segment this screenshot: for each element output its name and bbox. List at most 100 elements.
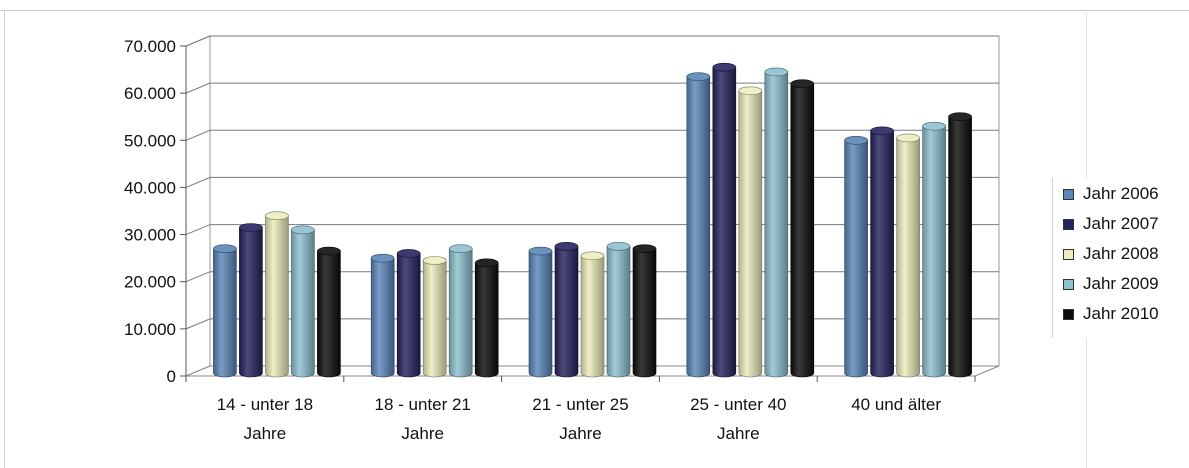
bar-top: [712, 62, 737, 72]
bar-body: [448, 248, 473, 378]
bar-body: [370, 257, 395, 378]
chart-frame-left-border: [4, 10, 5, 468]
bar: [213, 244, 237, 378]
bar-top: [606, 242, 631, 251]
bar: [764, 67, 789, 378]
bar-body: [580, 255, 605, 378]
bar-body: [422, 260, 447, 378]
bar-top: [738, 86, 763, 96]
legend-label: Jahr 2007: [1083, 214, 1159, 233]
bar-body: [213, 248, 237, 378]
bar-body: [528, 250, 553, 378]
bar-top: [239, 223, 263, 232]
bar-top: [844, 135, 868, 145]
bar-body: [870, 130, 894, 378]
bar: [632, 244, 657, 378]
bar-body: [265, 215, 289, 378]
legend-item: Jahr 2006: [1063, 184, 1159, 204]
bar-top: [474, 258, 499, 268]
legend-swatch: [1063, 308, 1074, 320]
bar-top: [632, 244, 657, 254]
bar-body: [922, 125, 946, 378]
y-tick-label: 10.000: [124, 320, 176, 339]
bar: [580, 251, 605, 378]
y-tick-label: 50.000: [124, 131, 176, 150]
x-category-label: Jahre: [717, 424, 760, 443]
bar-body: [554, 246, 579, 378]
bar: [291, 225, 315, 378]
bar: [554, 242, 579, 378]
bar: [844, 135, 868, 378]
bar: [528, 246, 553, 378]
bar-body: [764, 71, 789, 378]
legend-swatch: [1063, 188, 1074, 200]
bar-top: [422, 256, 447, 265]
bar-top: [896, 133, 920, 143]
y-axis: 0 10.000 20.000 30.000 40.000 50.000 60.000 70.…: [124, 37, 187, 386]
y-tick-label: 70.000: [124, 37, 176, 56]
y-tick-label: 30.000: [124, 226, 176, 245]
bar: [790, 79, 815, 378]
legend-item: Jahr 2007: [1063, 214, 1159, 234]
bar-top: [922, 121, 946, 131]
x-category-label: 40 und älter: [851, 395, 941, 414]
y-tick-label: 20.000: [124, 273, 176, 292]
bar-body: [896, 137, 920, 378]
bar-body: [291, 229, 315, 378]
bar-body: [738, 90, 763, 378]
bar-top: [291, 225, 315, 235]
side-wall: [185, 35, 211, 377]
y-tick-label: 60.000: [124, 84, 176, 103]
bar: [896, 133, 920, 378]
legend: Jahr 2006 Jahr 2007 Jahr 2008 Jahr 2009 Jahr…: [1052, 178, 1189, 338]
bar-chart: 0 10.000 20.000 30.000 40.000 50.000 60.000 70.…: [124, 35, 1000, 443]
bar-top: [686, 72, 711, 81]
bar-body: [239, 227, 263, 378]
bar-top: [870, 126, 894, 136]
bar-top: [396, 249, 421, 258]
x-category-label: 25 - unter 40: [690, 395, 786, 414]
bar-top: [370, 253, 395, 263]
bar-top: [528, 246, 553, 256]
bar: [948, 112, 972, 378]
bar-top: [790, 79, 815, 89]
bar-top: [317, 246, 341, 256]
legend-swatch: [1063, 248, 1074, 260]
bar-body: [712, 66, 737, 378]
bar: [870, 126, 894, 378]
bar-body: [317, 250, 341, 378]
legend-item: Jahr 2008: [1063, 244, 1159, 264]
bar-body: [686, 76, 711, 378]
x-axis: 14 - unter 18 Jahre 18 - unter 21 Jahre 21 -…: [185, 376, 976, 443]
x-category-label: Jahre: [401, 424, 444, 443]
bar-top: [948, 112, 972, 122]
bar-body: [474, 262, 499, 378]
y-tick-label: 40.000: [124, 178, 176, 197]
bar: [370, 253, 395, 378]
bar-top: [265, 211, 289, 221]
bar: [738, 86, 763, 378]
gridline: [185, 35, 999, 47]
bars: [213, 62, 972, 378]
bar-body: [790, 83, 815, 378]
bar-top: [554, 242, 579, 251]
legend-label: Jahr 2006: [1083, 184, 1159, 203]
bar-body: [844, 139, 868, 378]
bar: [422, 256, 447, 378]
bar-body: [396, 253, 421, 378]
bar-top: [448, 244, 473, 254]
bar: [239, 223, 263, 378]
x-category-label: 18 - unter 21: [374, 395, 470, 414]
x-category-label: 14 - unter 18: [217, 395, 313, 414]
legend-item: Jahr 2010: [1063, 304, 1159, 324]
legend-label: Jahr 2010: [1083, 304, 1159, 323]
y-tick-label: 0: [167, 367, 176, 386]
bar: [922, 121, 946, 378]
legend-item: Jahr 2009: [1063, 274, 1159, 294]
bar: [265, 211, 289, 378]
bar-top: [580, 251, 605, 261]
legend-label: Jahr 2008: [1083, 244, 1159, 263]
bar-top: [213, 244, 237, 254]
bar: [606, 242, 631, 378]
x-category-label: Jahre: [559, 424, 602, 443]
